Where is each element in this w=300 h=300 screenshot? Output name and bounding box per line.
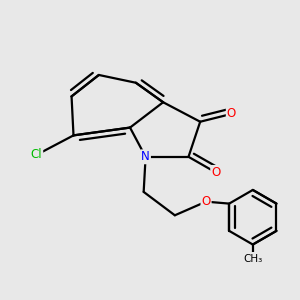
Text: O: O (201, 195, 211, 208)
Text: O: O (211, 166, 220, 179)
Text: CH₃: CH₃ (243, 254, 262, 264)
Text: N: N (141, 150, 150, 163)
Text: Cl: Cl (31, 148, 42, 161)
Text: O: O (227, 107, 236, 120)
